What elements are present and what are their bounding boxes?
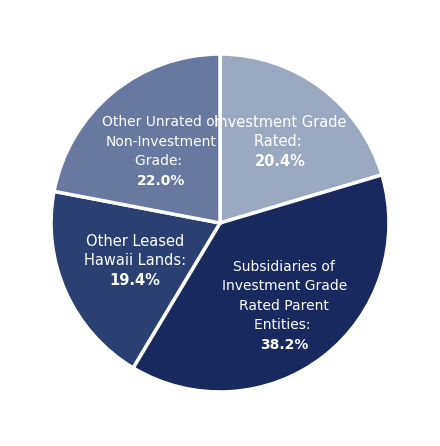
Text: Rated:: Rated: [254, 134, 307, 149]
Text: Other Leased: Other Leased [86, 234, 184, 249]
Text: Entities:: Entities: [254, 318, 315, 332]
Text: Subsidiaries of: Subsidiaries of [233, 260, 335, 274]
Text: 22.0%: 22.0% [136, 173, 185, 188]
Text: Grade:: Grade: [135, 154, 187, 168]
Text: Rated Parent: Rated Parent [239, 299, 329, 313]
Wedge shape [51, 191, 220, 368]
Wedge shape [54, 54, 220, 223]
Text: Other Unrated or: Other Unrated or [102, 115, 220, 129]
Text: 20.4%: 20.4% [255, 154, 306, 169]
Wedge shape [220, 54, 382, 223]
Wedge shape [133, 175, 389, 392]
Text: Investment Grade: Investment Grade [222, 279, 347, 293]
Text: 19.4%: 19.4% [110, 273, 161, 288]
Text: Hawaii Lands:: Hawaii Lands: [84, 253, 186, 268]
Text: Investment Grade: Investment Grade [214, 115, 347, 130]
Text: 38.2%: 38.2% [260, 338, 308, 351]
Text: Non-Investment: Non-Investment [105, 135, 216, 149]
